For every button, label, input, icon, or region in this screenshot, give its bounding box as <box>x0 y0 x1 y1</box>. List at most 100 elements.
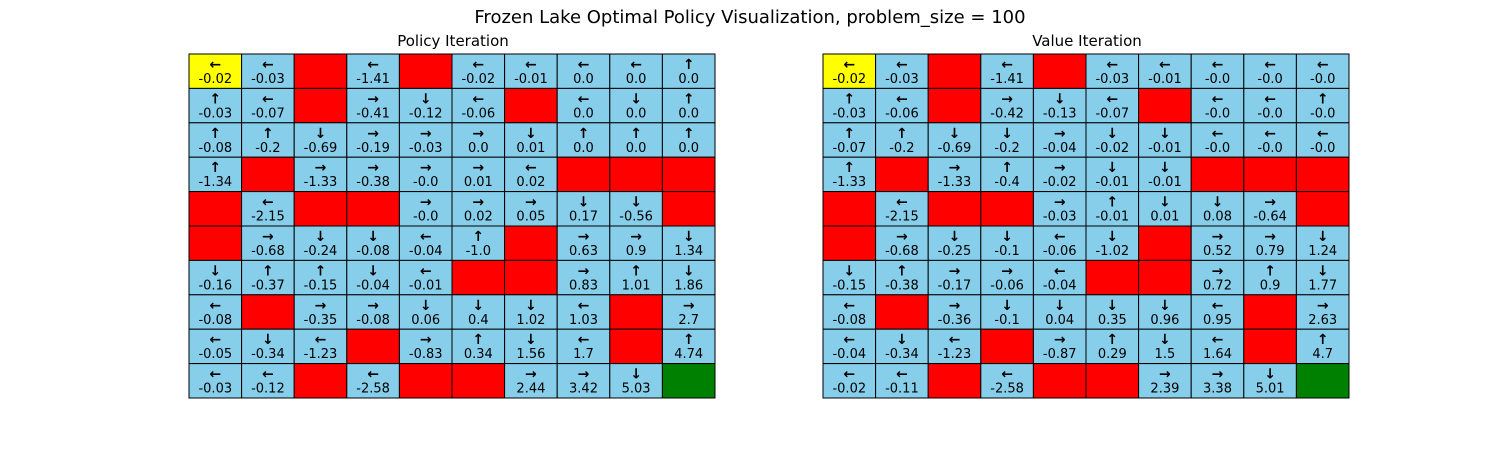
state-value-label: -0.03 <box>198 106 232 121</box>
policy-arrow-icon: ← <box>262 195 274 211</box>
policy-arrow-icon: ↓ <box>578 195 590 211</box>
state-value-label: -0.35 <box>304 313 338 328</box>
state-value-label: -0.06 <box>990 278 1024 293</box>
grid-cell <box>927 328 982 365</box>
state-value-label: -0.02 <box>1095 141 1129 156</box>
policy-arrow-icon: ← <box>1001 57 1013 73</box>
policy-arrow-icon: ↑ <box>630 126 642 142</box>
policy-arrow-icon: ↓ <box>262 332 274 348</box>
state-value-label: -0.0 <box>413 210 438 225</box>
state-value-label: 1.01 <box>622 278 651 293</box>
state-value-label: -1.34 <box>198 175 232 190</box>
state-value-label: -2.15 <box>251 210 285 225</box>
grid-cell <box>1138 53 1192 89</box>
state-value-label: -0.0 <box>1310 141 1335 156</box>
grid-cell <box>1032 53 1087 89</box>
grid-cell <box>241 294 295 330</box>
policy-arrow-icon: → <box>367 126 379 142</box>
policy-arrow-icon: ← <box>1106 57 1118 73</box>
state-value-label: -1.23 <box>304 347 338 362</box>
grid-cell <box>927 122 982 158</box>
state-value-label: -0.01 <box>409 278 443 293</box>
state-value-label: -1.41 <box>356 72 390 87</box>
state-value-label: -0.01 <box>1095 210 1129 225</box>
policy-arrow-icon: ← <box>209 298 221 314</box>
policy-arrow-icon: → <box>578 367 590 383</box>
grid-cell <box>504 122 558 158</box>
policy-arrow-icon: ← <box>472 91 484 107</box>
grid-cell <box>504 53 558 89</box>
grid-cell <box>875 156 929 193</box>
policy-arrow-icon: → <box>420 332 432 348</box>
policy-arrow-icon: ↓ <box>420 91 432 107</box>
policy-arrow-icon: ↓ <box>1106 298 1118 314</box>
value-iteration-title: Value Iteration <box>1032 32 1142 50</box>
policy-arrow-icon: ↑ <box>315 263 327 279</box>
state-value-label: 0.9 <box>1260 278 1281 293</box>
state-value-label: -0.15 <box>832 278 866 293</box>
state-value-label: -0.08 <box>198 141 232 156</box>
state-value-label: 0.0 <box>626 106 647 121</box>
policy-arrow-icon: ← <box>896 91 908 107</box>
state-value-label: -0.0 <box>413 175 438 190</box>
policy-arrow-icon: ← <box>315 332 327 348</box>
state-value-label: -0.68 <box>251 244 285 259</box>
policy-arrow-icon: ← <box>843 367 855 383</box>
policy-arrow-icon: ← <box>843 332 855 348</box>
grid-cell <box>346 225 400 261</box>
policy-arrow-icon: ↓ <box>1212 195 1224 211</box>
grid-cell <box>661 328 716 365</box>
grid-cell <box>1138 225 1192 261</box>
grid-cell <box>609 294 663 330</box>
grid-cell <box>346 191 400 227</box>
grid-cell <box>1032 294 1087 330</box>
state-value-label: -0.15 <box>304 278 338 293</box>
state-value-label: 0.06 <box>411 313 440 328</box>
state-value-label: -2.58 <box>990 382 1024 397</box>
policy-arrow-icon: ↓ <box>472 298 484 314</box>
grid-cell <box>1085 122 1140 158</box>
state-value-label: 0.35 <box>1098 313 1127 328</box>
policy-arrow-icon: ↑ <box>209 160 221 176</box>
grid-cell <box>1190 294 1245 330</box>
state-value-label: 0.04 <box>1045 313 1074 328</box>
grid-cell <box>398 225 453 261</box>
state-value-label: 1.03 <box>569 313 598 328</box>
grid-cell <box>1085 53 1140 89</box>
grid-cell <box>504 156 558 193</box>
state-value-label: 1.77 <box>1308 278 1337 293</box>
grid-cell <box>293 53 348 89</box>
policy-arrow-icon: ← <box>630 57 642 73</box>
policy-arrow-icon: ↓ <box>896 332 908 348</box>
state-value-label: -0.02 <box>832 382 866 397</box>
policy-arrow-icon: → <box>367 160 379 176</box>
policy-arrow-icon: ↑ <box>683 57 695 73</box>
policy-arrow-icon: ← <box>472 57 484 73</box>
grid-cell <box>293 225 348 261</box>
grid-cell <box>822 191 877 227</box>
state-value-label: -2.58 <box>356 382 390 397</box>
grid-cell <box>504 328 558 365</box>
grid-cell <box>241 156 295 193</box>
policy-arrow-icon: ↑ <box>209 126 221 142</box>
state-value-label: -0.05 <box>198 347 232 362</box>
policy-arrow-icon: → <box>472 126 484 142</box>
policy-arrow-icon: ← <box>209 57 221 73</box>
state-value-label: -0.08 <box>198 313 232 328</box>
state-value-label: 0.0 <box>573 141 594 156</box>
grid-cell <box>1085 328 1140 365</box>
state-value-label: -0.07 <box>251 106 285 121</box>
policy-arrow-icon: ↑ <box>1106 332 1118 348</box>
value-iteration-grid: ←-0.02←-0.03←-1.41←-0.03←-0.01←-0.0←-0.0… <box>822 53 1350 399</box>
policy-arrow-icon: ← <box>578 57 590 73</box>
grid-cell <box>293 363 348 399</box>
policy-arrow-icon: ↓ <box>525 126 537 142</box>
state-value-label: 0.29 <box>1098 347 1127 362</box>
grid-cell <box>609 328 663 365</box>
policy-arrow-icon: ← <box>949 332 961 348</box>
grid-cell <box>661 156 716 193</box>
policy-arrow-icon: ← <box>843 298 855 314</box>
grid-cell <box>1138 87 1192 124</box>
grid-cell <box>609 122 663 158</box>
policy-arrow-icon: → <box>1054 126 1066 142</box>
